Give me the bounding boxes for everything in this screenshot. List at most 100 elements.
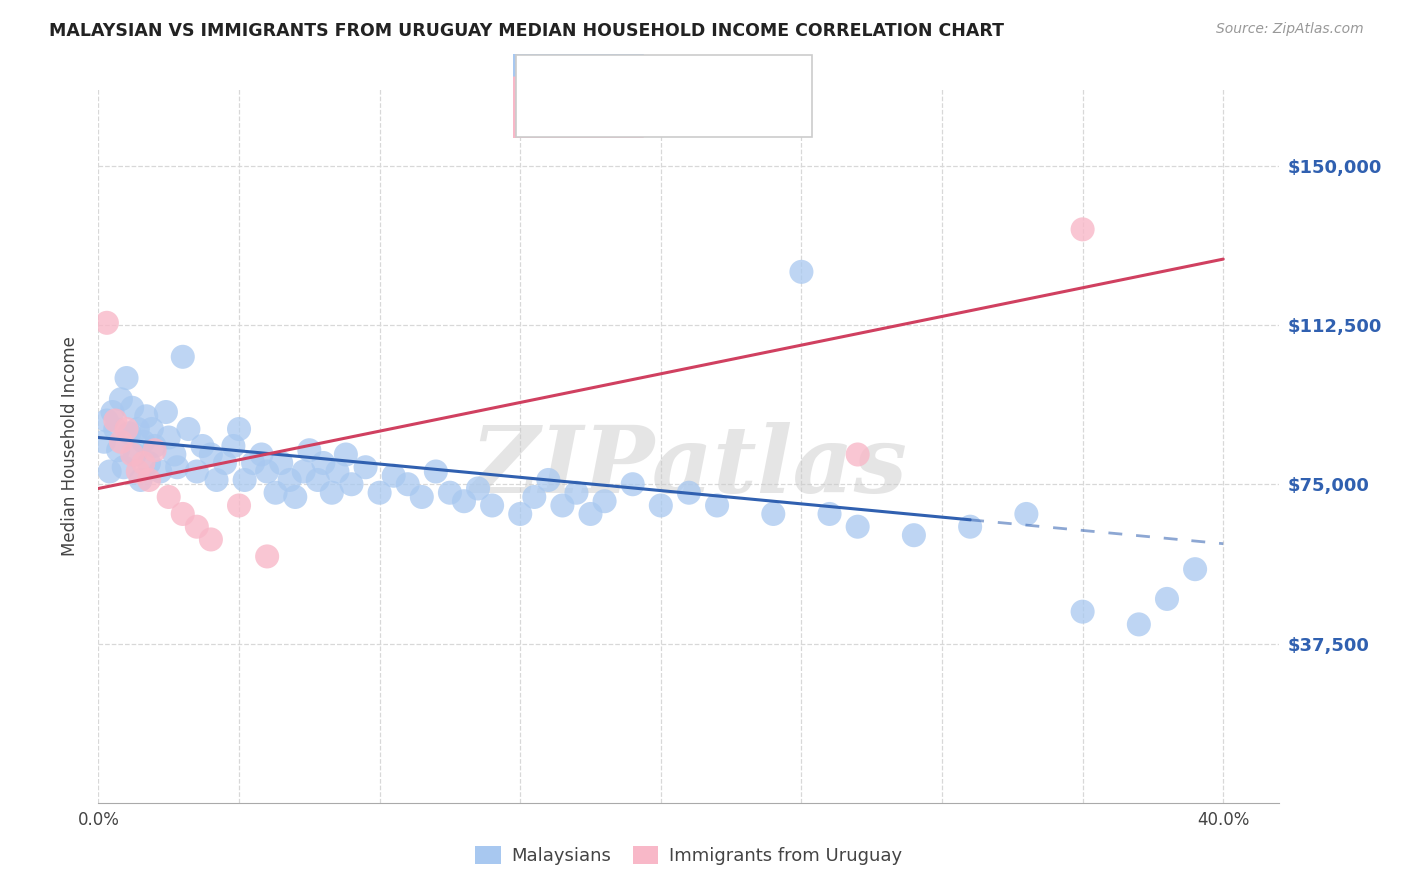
Point bbox=[96, 316, 118, 330]
Point bbox=[621, 477, 644, 491]
Point bbox=[284, 490, 307, 504]
Point bbox=[132, 434, 155, 449]
Point bbox=[425, 465, 447, 479]
Point bbox=[1015, 507, 1038, 521]
Point bbox=[292, 465, 315, 479]
Point bbox=[104, 413, 127, 427]
Point bbox=[228, 499, 250, 513]
Point bbox=[112, 460, 135, 475]
Point bbox=[250, 448, 273, 462]
Point bbox=[121, 401, 143, 415]
Point bbox=[205, 473, 228, 487]
Point bbox=[127, 422, 149, 436]
Text: 81: 81 bbox=[755, 67, 776, 85]
Point bbox=[537, 473, 560, 487]
Point bbox=[242, 456, 264, 470]
Point bbox=[200, 533, 222, 547]
Point bbox=[307, 473, 329, 487]
Point bbox=[149, 465, 172, 479]
Point bbox=[579, 507, 602, 521]
Point bbox=[186, 519, 208, 533]
Point bbox=[368, 485, 391, 500]
Point bbox=[143, 443, 166, 458]
Point bbox=[172, 350, 194, 364]
Point bbox=[354, 460, 377, 475]
Point bbox=[127, 465, 149, 479]
Point bbox=[335, 448, 357, 462]
Point bbox=[115, 371, 138, 385]
Text: R =: R = bbox=[571, 107, 613, 125]
Point bbox=[523, 490, 546, 504]
Point bbox=[762, 507, 785, 521]
Point bbox=[1071, 605, 1094, 619]
Point bbox=[98, 465, 121, 479]
Point bbox=[411, 490, 433, 504]
Point bbox=[818, 507, 841, 521]
Point bbox=[104, 422, 127, 436]
Point bbox=[107, 443, 129, 458]
Point bbox=[593, 494, 616, 508]
Point bbox=[233, 473, 256, 487]
Text: ZIPatlas: ZIPatlas bbox=[471, 423, 907, 512]
Point bbox=[1184, 562, 1206, 576]
Point bbox=[172, 507, 194, 521]
Point bbox=[326, 465, 349, 479]
Point bbox=[93, 434, 115, 449]
Point bbox=[509, 507, 531, 521]
Point bbox=[143, 439, 166, 453]
Point bbox=[200, 448, 222, 462]
Point bbox=[157, 490, 180, 504]
Point bbox=[312, 456, 335, 470]
Point bbox=[138, 456, 160, 470]
Point bbox=[191, 439, 214, 453]
Point bbox=[138, 473, 160, 487]
Text: 17: 17 bbox=[755, 107, 776, 125]
Point bbox=[118, 426, 141, 441]
Point bbox=[706, 499, 728, 513]
Point bbox=[467, 482, 489, 496]
Point bbox=[903, 528, 925, 542]
Text: N =: N = bbox=[700, 67, 742, 85]
Point bbox=[959, 519, 981, 533]
Point bbox=[132, 456, 155, 470]
Point bbox=[228, 422, 250, 436]
Point bbox=[278, 473, 301, 487]
Point bbox=[163, 448, 186, 462]
Point bbox=[1071, 222, 1094, 236]
Legend: Malaysians, Immigrants from Uruguay: Malaysians, Immigrants from Uruguay bbox=[468, 839, 910, 872]
Point bbox=[110, 392, 132, 407]
Point bbox=[650, 499, 672, 513]
Point bbox=[101, 405, 124, 419]
Text: 0.504: 0.504 bbox=[626, 107, 688, 125]
Point bbox=[846, 448, 869, 462]
Point bbox=[551, 499, 574, 513]
Point bbox=[214, 456, 236, 470]
Point bbox=[481, 499, 503, 513]
Point bbox=[186, 465, 208, 479]
Point bbox=[340, 477, 363, 491]
Point bbox=[115, 422, 138, 436]
Text: MALAYSIAN VS IMMIGRANTS FROM URUGUAY MEDIAN HOUSEHOLD INCOME CORRELATION CHART: MALAYSIAN VS IMMIGRANTS FROM URUGUAY MED… bbox=[49, 22, 1004, 40]
FancyBboxPatch shape bbox=[516, 55, 813, 136]
Point bbox=[1128, 617, 1150, 632]
Text: R =: R = bbox=[571, 67, 613, 85]
Point bbox=[678, 485, 700, 500]
Point bbox=[157, 430, 180, 444]
Point bbox=[396, 477, 419, 491]
Text: Source: ZipAtlas.com: Source: ZipAtlas.com bbox=[1216, 22, 1364, 37]
Point bbox=[135, 409, 157, 424]
Point bbox=[846, 519, 869, 533]
Point bbox=[256, 549, 278, 564]
Point bbox=[141, 422, 163, 436]
Point bbox=[264, 485, 287, 500]
Text: N =: N = bbox=[700, 107, 742, 125]
Y-axis label: Median Household Income: Median Household Income bbox=[60, 336, 79, 556]
Point bbox=[129, 473, 152, 487]
Point bbox=[121, 448, 143, 462]
FancyBboxPatch shape bbox=[434, 37, 647, 115]
Point bbox=[439, 485, 461, 500]
Point bbox=[166, 460, 188, 475]
Point bbox=[155, 405, 177, 419]
Point bbox=[177, 422, 200, 436]
Point bbox=[256, 465, 278, 479]
